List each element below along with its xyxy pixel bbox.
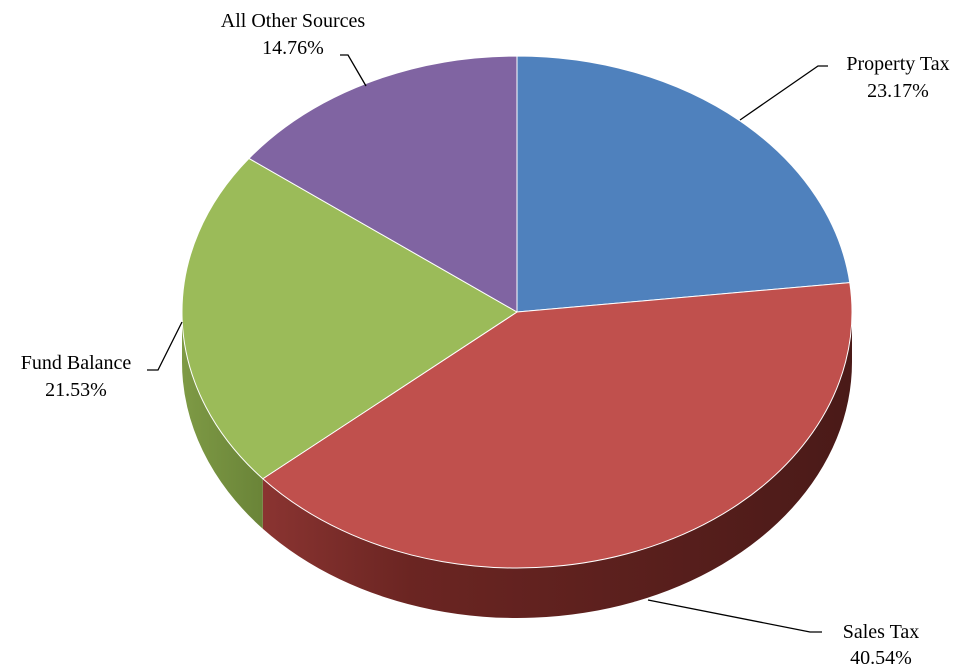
label-fund-balance-name: Fund Balance bbox=[21, 352, 132, 374]
slice-all-other-sources bbox=[248, 55, 518, 313]
label-all-other-sources-value: 14.76% bbox=[262, 37, 324, 59]
slice-property-tax bbox=[516, 55, 851, 313]
leader-property-tax bbox=[739, 65, 828, 121]
label-sales-tax-name: Sales Tax bbox=[843, 621, 920, 643]
slice-sales-tax bbox=[262, 282, 853, 569]
side-wall-sales-tax bbox=[262, 312, 852, 619]
pie-slices bbox=[181, 55, 853, 569]
label-fund-balance-value: 21.53% bbox=[45, 379, 107, 401]
leader-sales-tax bbox=[647, 599, 822, 633]
leader-fund-balance bbox=[147, 321, 183, 371]
pie-side-walls bbox=[181, 312, 852, 619]
label-property-tax-value: 23.17% bbox=[867, 80, 929, 102]
leader-all-other-sources bbox=[340, 54, 367, 87]
label-property-tax-name: Property Tax bbox=[846, 53, 949, 75]
slice-fund-balance bbox=[181, 157, 518, 480]
side-wall-fund-balance bbox=[181, 312, 263, 529]
label-sales-tax-value: 40.54% bbox=[850, 647, 912, 669]
leader-lines bbox=[147, 54, 828, 633]
label-all-other-sources-name: All Other Sources bbox=[221, 10, 366, 32]
